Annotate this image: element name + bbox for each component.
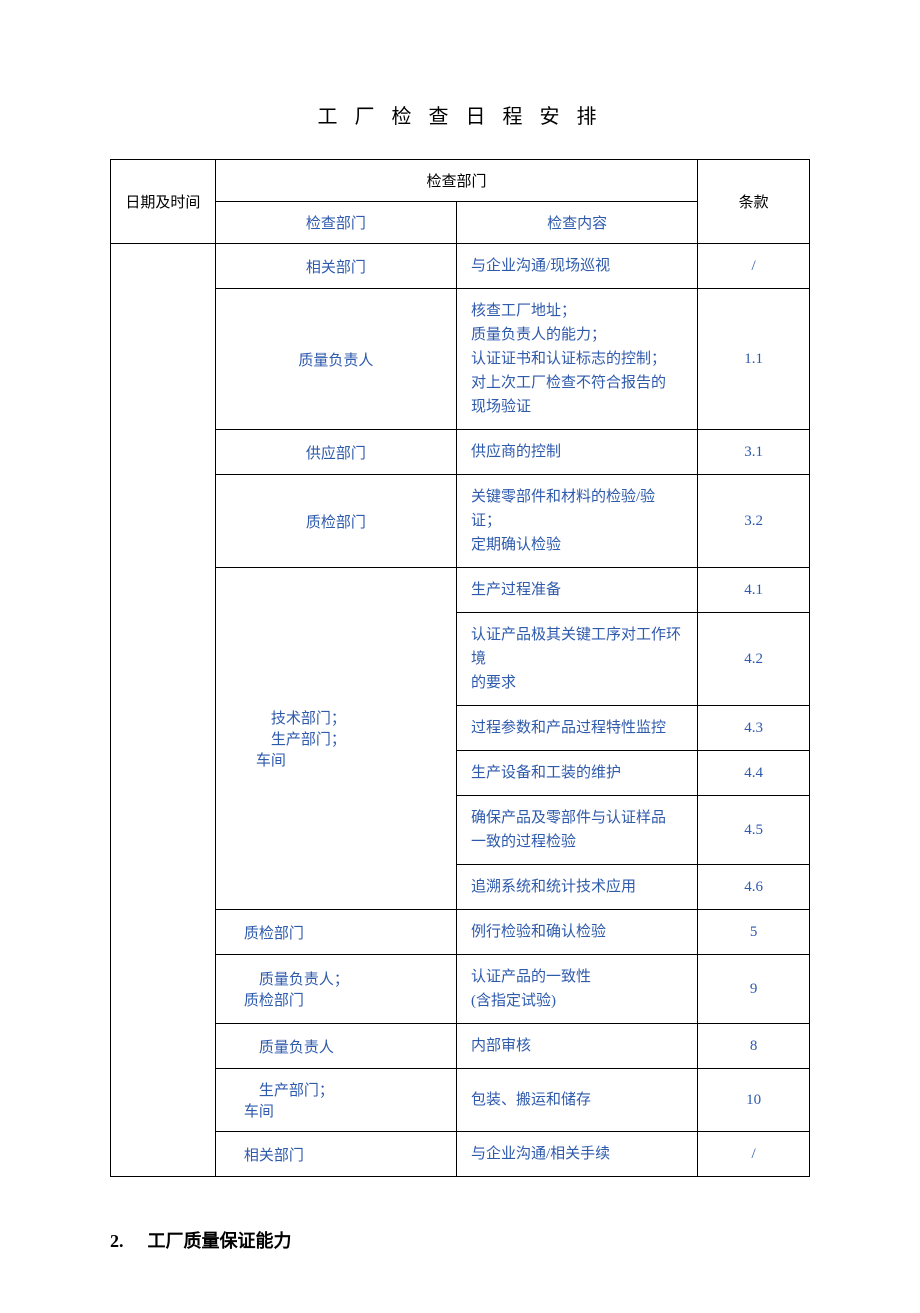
table-row: 生产部门； 车间 包装、搬运和储存 10: [111, 1069, 810, 1132]
clause-cell: 8: [698, 1024, 810, 1069]
table-row: 质量负责人； 质检部门 认证产品的一致性 (含指定试验) 9: [111, 955, 810, 1024]
page-title: 工 厂 检 查 日 程 安 排: [110, 100, 810, 129]
clause-cell: /: [698, 244, 810, 289]
header-check-dept-group: 检查部门: [215, 160, 697, 202]
table-row: 质量负责人 核查工厂地址； 质量负责人的能力； 认证证书和认证标志的控制； 对上…: [111, 289, 810, 430]
content-cell: 核查工厂地址； 质量负责人的能力； 认证证书和认证标志的控制； 对上次工厂检查不…: [457, 289, 698, 430]
dept-cell: 技术部门； 生产部门； 车间: [215, 568, 456, 910]
table-row: 质检部门 关键零部件和材料的检验/验证； 定期确认检验 3.2: [111, 475, 810, 568]
date-cell-empty: [111, 244, 216, 1177]
section-title: 工厂质量保证能力: [148, 1231, 292, 1251]
subheader-check-dept: 检查部门: [215, 202, 456, 244]
content-cell: 过程参数和产品过程特性监控: [457, 706, 698, 751]
content-cell: 包装、搬运和储存: [457, 1069, 698, 1132]
content-cell: 生产设备和工装的维护: [457, 751, 698, 796]
content-cell: 认证产品的一致性 (含指定试验): [457, 955, 698, 1024]
clause-cell: 4.3: [698, 706, 810, 751]
clause-cell: /: [698, 1132, 810, 1177]
dept-cell: 相关部门: [215, 244, 456, 289]
content-cell: 内部审核: [457, 1024, 698, 1069]
clause-cell: 4.2: [698, 613, 810, 706]
table-row: 相关部门 与企业沟通/相关手续 /: [111, 1132, 810, 1177]
dept-cell: 质检部门: [215, 910, 456, 955]
header-clause: 条款: [698, 160, 810, 244]
clause-cell: 1.1: [698, 289, 810, 430]
section-number: 2.: [110, 1231, 124, 1252]
table-row: 技术部门； 生产部门； 车间 生产过程准备 4.1: [111, 568, 810, 613]
clause-cell: 5: [698, 910, 810, 955]
dept-cell: 供应部门: [215, 430, 456, 475]
section-heading: 2. 工厂质量保证能力: [110, 1227, 810, 1253]
content-cell: 供应商的控制: [457, 430, 698, 475]
content-cell: 确保产品及零部件与认证样品 一致的过程检验: [457, 796, 698, 865]
content-cell: 与企业沟通/现场巡视: [457, 244, 698, 289]
table-row: 质检部门 例行检验和确认检验 5: [111, 910, 810, 955]
content-cell: 追溯系统和统计技术应用: [457, 865, 698, 910]
content-cell: 关键零部件和材料的检验/验证； 定期确认检验: [457, 475, 698, 568]
clause-cell: 4.5: [698, 796, 810, 865]
table-row: 质量负责人 内部审核 8: [111, 1024, 810, 1069]
dept-cell: 质量负责人: [215, 289, 456, 430]
content-cell: 例行检验和确认检验: [457, 910, 698, 955]
clause-cell: 4.6: [698, 865, 810, 910]
header-date-time: 日期及时间: [111, 160, 216, 244]
content-cell: 认证产品极其关键工序对工作环境 的要求: [457, 613, 698, 706]
dept-cell: 相关部门: [215, 1132, 456, 1177]
schedule-table: 日期及时间 检查部门 条款 检查部门 检查内容 相关部门 与企业沟通/现场巡视 …: [110, 159, 810, 1177]
content-cell: 生产过程准备: [457, 568, 698, 613]
dept-cell: 质量负责人； 质检部门: [215, 955, 456, 1024]
clause-cell: 4.1: [698, 568, 810, 613]
dept-cell: 生产部门； 车间: [215, 1069, 456, 1132]
subheader-check-content: 检查内容: [457, 202, 698, 244]
table-row: 供应部门 供应商的控制 3.1: [111, 430, 810, 475]
content-cell: 与企业沟通/相关手续: [457, 1132, 698, 1177]
clause-cell: 10: [698, 1069, 810, 1132]
clause-cell: 3.2: [698, 475, 810, 568]
dept-cell: 质检部门: [215, 475, 456, 568]
clause-cell: 3.1: [698, 430, 810, 475]
dept-cell: 质量负责人: [215, 1024, 456, 1069]
table-row: 相关部门 与企业沟通/现场巡视 /: [111, 244, 810, 289]
clause-cell: 9: [698, 955, 810, 1024]
clause-cell: 4.4: [698, 751, 810, 796]
